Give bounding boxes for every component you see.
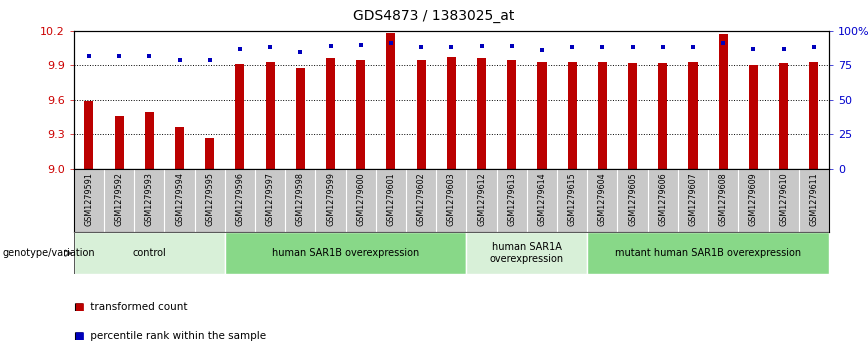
Text: GSM1279599: GSM1279599 <box>326 172 335 226</box>
Text: human SAR1B overexpression: human SAR1B overexpression <box>272 248 419 258</box>
Text: GSM1279613: GSM1279613 <box>507 172 516 225</box>
Text: GSM1279615: GSM1279615 <box>568 172 576 226</box>
Text: mutant human SAR1B overexpression: mutant human SAR1B overexpression <box>615 248 801 258</box>
Bar <box>688 62 698 169</box>
Text: GSM1279592: GSM1279592 <box>115 172 123 226</box>
Bar <box>537 62 547 169</box>
Text: GSM1279610: GSM1279610 <box>779 172 788 225</box>
Text: GDS4873 / 1383025_at: GDS4873 / 1383025_at <box>353 9 515 23</box>
Text: GSM1279594: GSM1279594 <box>175 172 184 226</box>
Text: GSM1279606: GSM1279606 <box>658 172 667 225</box>
Text: GSM1279612: GSM1279612 <box>477 172 486 226</box>
Bar <box>749 65 758 169</box>
Bar <box>466 232 588 274</box>
Text: GSM1279600: GSM1279600 <box>356 172 365 225</box>
Text: genotype/variation: genotype/variation <box>3 248 95 258</box>
Bar <box>779 63 788 169</box>
Bar <box>386 33 396 169</box>
Text: GSM1279602: GSM1279602 <box>417 172 425 226</box>
Bar <box>356 60 365 169</box>
Text: GSM1279611: GSM1279611 <box>809 172 819 225</box>
Text: ■: ■ <box>74 331 83 341</box>
Text: ■  transformed count: ■ transformed count <box>74 302 187 312</box>
Text: GSM1279591: GSM1279591 <box>84 172 94 226</box>
Bar <box>598 62 607 169</box>
Bar <box>225 232 466 274</box>
Bar <box>326 58 335 169</box>
Text: GSM1279603: GSM1279603 <box>447 172 456 225</box>
Text: GSM1279595: GSM1279595 <box>205 172 214 226</box>
Bar <box>588 232 829 274</box>
Text: GSM1279601: GSM1279601 <box>386 172 396 225</box>
Text: GSM1279607: GSM1279607 <box>688 172 698 226</box>
Text: ■  percentile rank within the sample: ■ percentile rank within the sample <box>74 331 266 341</box>
Text: GSM1279596: GSM1279596 <box>235 172 245 226</box>
Bar <box>235 64 245 169</box>
Text: GSM1279597: GSM1279597 <box>266 172 274 226</box>
Text: GSM1279608: GSM1279608 <box>719 172 727 225</box>
Bar <box>568 62 576 169</box>
Bar <box>84 101 94 169</box>
Bar <box>628 63 637 169</box>
Text: human SAR1A
overexpression: human SAR1A overexpression <box>490 242 564 264</box>
Bar <box>719 34 727 169</box>
Bar <box>507 60 516 169</box>
Bar <box>447 57 456 169</box>
Bar <box>296 68 305 169</box>
Bar <box>145 113 154 169</box>
Text: control: control <box>133 248 166 258</box>
Text: GSM1279598: GSM1279598 <box>296 172 305 226</box>
Bar <box>175 127 184 169</box>
Text: GSM1279609: GSM1279609 <box>749 172 758 226</box>
Text: GSM1279593: GSM1279593 <box>145 172 154 226</box>
Bar <box>205 138 214 169</box>
Bar <box>809 62 819 169</box>
Text: ■: ■ <box>74 302 83 312</box>
Text: GSM1279605: GSM1279605 <box>628 172 637 226</box>
Bar <box>417 60 425 169</box>
Bar <box>477 58 486 169</box>
Bar <box>115 116 123 169</box>
Bar <box>658 63 667 169</box>
Bar <box>74 232 225 274</box>
Bar <box>266 62 274 169</box>
Text: GSM1279604: GSM1279604 <box>598 172 607 225</box>
Text: GSM1279614: GSM1279614 <box>537 172 547 225</box>
